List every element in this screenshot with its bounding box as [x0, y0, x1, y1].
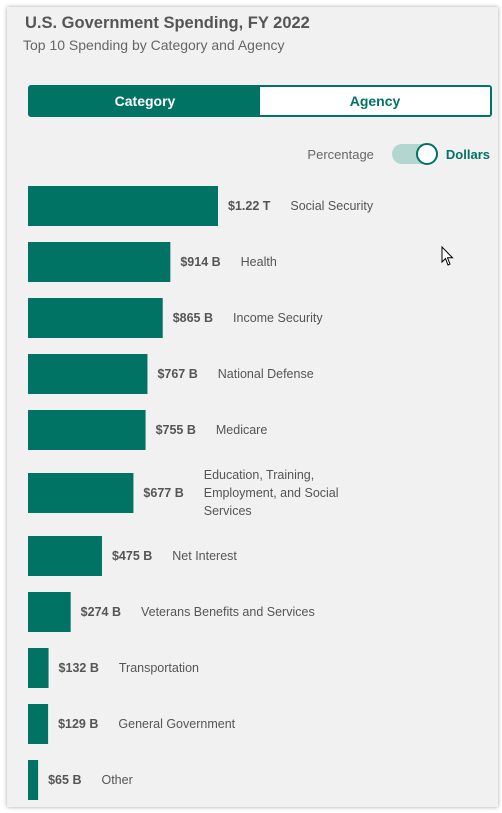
category-label-6: Net Interest: [172, 549, 237, 563]
tab-agency[interactable]: Agency: [260, 87, 490, 115]
unit-toggle-row: Percentage Dollars: [307, 143, 490, 165]
bar-9[interactable]: [28, 704, 49, 744]
value-label-3: $767 B: [157, 367, 197, 381]
toggle-label-percentage[interactable]: Percentage: [307, 146, 374, 162]
value-label-2: $865 B: [173, 311, 213, 325]
toggle-label-dollars[interactable]: Dollars: [445, 146, 490, 162]
unit-toggle-switch[interactable]: [391, 143, 438, 165]
chart-title: U.S. Government Spending, FY 2022: [25, 14, 310, 32]
view-tabs: Category Agency: [28, 85, 492, 117]
value-label-7: $274 B: [81, 605, 121, 619]
tab-category[interactable]: Category: [30, 87, 260, 115]
bar-6[interactable]: [28, 536, 102, 576]
value-label-10: $65 B: [48, 773, 81, 787]
category-label-2: Income Security: [233, 311, 323, 325]
bar-4[interactable]: [28, 410, 146, 450]
category-label-5: Education, Training, Employment, and Soci…: [204, 468, 339, 518]
value-label-6: $475 B: [112, 549, 152, 563]
category-label-3: National Defense: [218, 367, 314, 381]
value-label-1: $914 B: [180, 255, 220, 269]
value-label-0: $1.22 T: [228, 199, 271, 213]
bar-7[interactable]: [28, 592, 71, 632]
category-label-10: Other: [101, 773, 132, 787]
category-label-9: General Government: [118, 717, 235, 731]
category-label-0: Social Security: [290, 199, 373, 213]
category-label-7: Veterans Benefits and Services: [141, 605, 315, 619]
value-label-5: $677 B: [143, 486, 183, 500]
mouse-pointer-icon: [441, 246, 454, 266]
bar-chart: $1.22 T Social Security $914 B Health $865 B…: [28, 186, 374, 800]
value-label-9: $129 B: [58, 717, 98, 731]
spending-panel: U.S. Government Spending, FY 2022 Top 10…: [7, 7, 498, 807]
toggle-knob[interactable]: [415, 143, 438, 165]
category-label-4: Medicare: [216, 423, 267, 437]
bar-8[interactable]: [28, 648, 49, 688]
chart-subtitle: Top 10 Spending by Category and Agency: [23, 37, 285, 53]
bar-3[interactable]: [28, 354, 148, 394]
bar-10[interactable]: [28, 760, 39, 800]
bar-5[interactable]: [28, 473, 134, 513]
bar-2[interactable]: [28, 298, 163, 338]
category-label-8: Transportation: [119, 661, 199, 675]
value-label-8: $132 B: [59, 661, 99, 675]
bar-1[interactable]: [28, 242, 171, 282]
category-label-1: Health: [241, 255, 277, 269]
bar-0[interactable]: [28, 186, 218, 226]
value-label-4: $755 B: [156, 423, 196, 437]
